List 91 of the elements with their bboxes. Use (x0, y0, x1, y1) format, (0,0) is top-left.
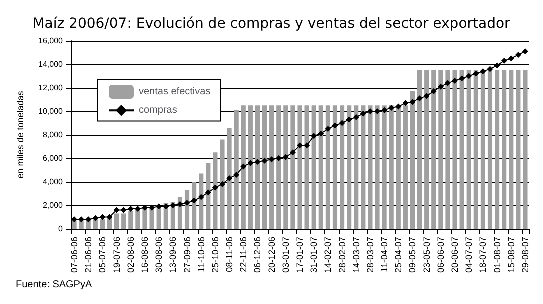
bar (361, 106, 366, 229)
bar (318, 106, 324, 229)
x-tick-label: 21-06-06 (84, 237, 94, 274)
x-tick-label: 19-07-06 (112, 237, 122, 274)
x-tick-label: 28-02-07 (337, 237, 348, 274)
bar (270, 106, 274, 229)
y-tick-label: 2,000 (42, 201, 64, 210)
y-tick-label: 16,000 (38, 36, 64, 46)
x-tick-label: 14-02-07 (323, 237, 334, 274)
x-tick-label: 27-09-06 (182, 237, 192, 274)
bar (432, 70, 436, 229)
x-tick-label: 25-04-07 (394, 237, 404, 274)
bar (417, 70, 422, 229)
x-tick-label: 29-08-07 (520, 237, 530, 274)
x-tick-label: 02-08-06 (126, 237, 136, 274)
x-tick-label: 01-08-07 (492, 237, 502, 274)
bar (452, 70, 458, 229)
source-note: Fuente: SAGPyA (16, 280, 92, 290)
bar (340, 106, 345, 229)
bar (248, 106, 253, 229)
x-tick-label: 03-01-07 (280, 237, 291, 274)
bar (347, 106, 352, 229)
bar (354, 106, 359, 229)
x-tick-label: 05-07-06 (98, 237, 108, 274)
chart-title: Maíz 2006/07: Evolución de compras y ventas del sector exportador (32, 16, 511, 32)
bar (424, 70, 430, 229)
bar (382, 106, 387, 229)
bar (234, 110, 239, 229)
bar (480, 70, 486, 229)
bar (255, 106, 260, 229)
bar (284, 106, 288, 229)
x-tick-label: 31-01-07 (309, 237, 320, 274)
bar (298, 106, 302, 229)
y-axis-title: en miles de toneladas (16, 90, 26, 179)
x-tick-label: 18-07-07 (478, 237, 488, 274)
x-tick-label: 15-08-07 (506, 237, 516, 274)
bar (332, 106, 338, 229)
x-tick-label: 17-01-07 (295, 237, 305, 274)
bar (312, 106, 316, 229)
bar (276, 106, 282, 229)
bar (446, 70, 450, 229)
x-tick-label: 22-11-06 (238, 237, 249, 272)
bar (241, 106, 246, 229)
x-tick-label: 20-06-07 (450, 237, 460, 274)
bar (326, 106, 330, 229)
y-tick-label: 10,000 (38, 107, 64, 116)
y-tick-label: 4,000 (42, 178, 64, 186)
bar (220, 140, 225, 229)
x-tick-label: 07-06-06 (70, 237, 80, 274)
x-tick-label: 11-10-06 (196, 237, 206, 272)
bar (199, 174, 204, 229)
x-tick-label: 04-07-07 (464, 237, 474, 274)
x-tick-label: 14-03-07 (351, 237, 362, 274)
bar (368, 106, 373, 229)
bar (227, 128, 232, 229)
bar (304, 106, 310, 229)
bar (516, 70, 521, 229)
x-tick-label: 08-11-06 (224, 237, 235, 272)
bar (474, 70, 478, 229)
bar (192, 182, 197, 229)
bar (375, 106, 380, 229)
bar (466, 70, 472, 229)
bar (206, 163, 211, 229)
y-tick-label: 8,000 (42, 130, 64, 140)
bar (262, 106, 268, 229)
y-tick-label: 12,000 (38, 84, 64, 92)
bar (213, 152, 218, 229)
x-tick-label: 23-05-07 (422, 237, 432, 274)
bar (410, 92, 416, 229)
x-tick-label: 30-08-06 (154, 237, 164, 274)
bar (460, 70, 464, 229)
x-tick-label: 09-05-07 (408, 237, 418, 274)
x-tick-label: 20-12-06 (266, 237, 277, 274)
x-tick-label: 06-12-06 (252, 237, 263, 274)
bar (438, 70, 444, 229)
y-tick-label: 0 (58, 224, 64, 234)
x-tick-label: 13-09-06 (168, 237, 178, 274)
bar (523, 70, 528, 229)
bar (389, 106, 394, 229)
x-tick-label: 06-06-07 (436, 237, 446, 274)
x-tick-label: 16-08-06 (140, 237, 150, 274)
bar (509, 70, 514, 229)
y-tick-label: 14,000 (38, 60, 64, 69)
bar (290, 106, 296, 229)
x-tick-label: 28-03-07 (365, 237, 376, 274)
legend-label: ventas efectivas (139, 86, 211, 98)
legend-label: compras (139, 105, 178, 116)
y-tick-label: 6,000 (42, 154, 64, 163)
bar (502, 70, 507, 229)
x-tick-label: 11-04-07 (380, 237, 390, 272)
x-tick-label: 25-10-06 (210, 237, 220, 274)
